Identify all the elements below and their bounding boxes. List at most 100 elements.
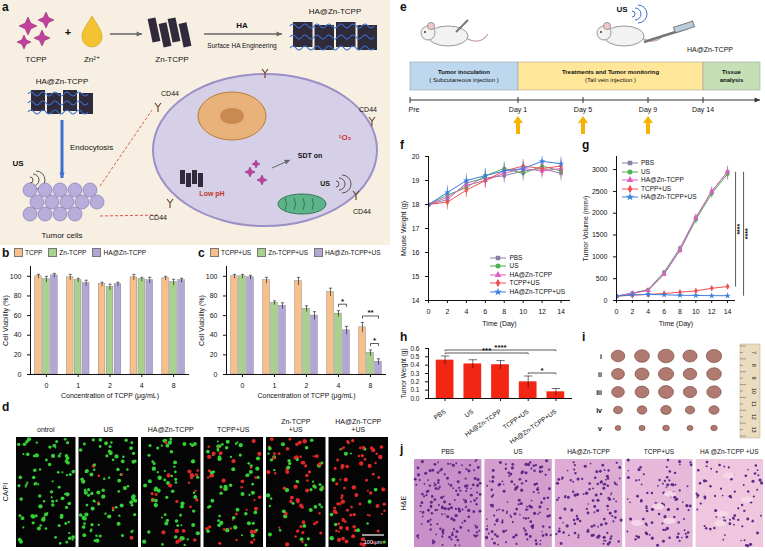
svg-text:Tumor Weight (g): Tumor Weight (g) [400, 348, 408, 398]
svg-text:*: * [540, 366, 544, 375]
svg-text:12: 12 [538, 308, 546, 315]
svg-text:*: * [373, 336, 377, 345]
svg-text:0.1: 0.1 [410, 386, 419, 393]
svg-text:HA@Zn-TCPP: HA@Zn-TCPP [309, 7, 362, 16]
svg-text:Day 5: Day 5 [574, 106, 592, 114]
svg-text:+US: +US [351, 426, 365, 433]
svg-text:Day 1: Day 1 [509, 106, 527, 114]
svg-text:Day 14: Day 14 [692, 106, 714, 114]
svg-text:16: 16 [412, 249, 420, 256]
svg-text:9: 9 [751, 377, 757, 380]
svg-text:CD44: CD44 [149, 214, 167, 221]
svg-text:1: 1 [76, 382, 80, 389]
svg-text:4: 4 [140, 382, 144, 389]
svg-text:0: 0 [44, 382, 48, 389]
svg-text:analysis: analysis [720, 77, 744, 83]
svg-text:12: 12 [708, 308, 716, 315]
svg-text:14: 14 [724, 308, 732, 315]
svg-text:ii: ii [598, 371, 602, 378]
svg-text:US: US [616, 5, 628, 14]
svg-text:ontrol: ontrol [37, 426, 55, 433]
svg-text:80: 80 [14, 292, 22, 299]
svg-text:Tumor cells: Tumor cells [41, 231, 82, 240]
svg-text:HA@Zn-TCPP+US: HA@Zn-TCPP+US [508, 407, 558, 445]
svg-text:18: 18 [412, 201, 420, 208]
svg-text:Surface HA Engineering: Surface HA Engineering [207, 42, 277, 50]
svg-text:60: 60 [14, 312, 22, 319]
svg-text:Tissue: Tissue [722, 69, 742, 75]
svg-text:0: 0 [241, 382, 245, 389]
svg-text:0.3: 0.3 [410, 370, 419, 377]
svg-text:CD44: CD44 [161, 90, 179, 97]
svg-text:v: v [598, 425, 602, 432]
svg-text:HA@Zn-TCPP: HA@Zn-TCPP [687, 46, 733, 53]
svg-text:US: US [514, 448, 524, 455]
svg-text:Zn-TCPP: Zn-TCPP [155, 55, 188, 64]
svg-text:Treatments and Tumor monitorin: Treatments and Tumor monitoring [562, 69, 660, 75]
svg-text:2: 2 [445, 308, 449, 315]
svg-text:0.2: 0.2 [410, 378, 419, 385]
svg-text:4: 4 [337, 382, 341, 389]
svg-text:US: US [320, 180, 330, 187]
svg-text:0.4: 0.4 [410, 361, 419, 368]
svg-text:(Tail vein injection ): (Tail vein injection ) [585, 77, 636, 83]
svg-text:HA@Zn-TCPP: HA@Zn-TCPP [335, 418, 381, 425]
svg-text:Tumor Volume (mm³): Tumor Volume (mm³) [582, 196, 590, 262]
svg-text:14: 14 [412, 297, 420, 304]
svg-text:Mouse Weight (g): Mouse Weight (g) [400, 201, 408, 256]
svg-text:14: 14 [557, 308, 565, 315]
svg-text:4: 4 [464, 308, 468, 315]
svg-text:0: 0 [18, 371, 22, 378]
svg-text:2: 2 [108, 382, 112, 389]
svg-text:4: 4 [646, 308, 650, 315]
svg-text:****: **** [736, 223, 743, 234]
svg-text:****: **** [494, 343, 507, 352]
svg-text:6: 6 [483, 308, 487, 315]
svg-text:6: 6 [662, 308, 666, 315]
svg-text:0: 0 [214, 371, 218, 378]
svg-text:Endocytosis: Endocytosis [70, 143, 113, 152]
svg-text:2000: 2000 [592, 209, 608, 216]
svg-text:Pre: Pre [409, 106, 420, 113]
svg-text:10: 10 [692, 308, 700, 315]
svg-text:100 μm: 100 μm [364, 539, 383, 545]
svg-text:HA: HA [236, 21, 248, 30]
svg-text:17: 17 [412, 225, 420, 232]
svg-text:10: 10 [751, 388, 757, 394]
svg-text:CA/PI: CA/PI [2, 483, 9, 501]
svg-text:100: 100 [206, 273, 218, 280]
svg-text:HA@Zn-TCPP: HA@Zn-TCPP [148, 426, 194, 433]
svg-text:( Subcutaneous injection ): ( Subcutaneous injection ) [429, 77, 498, 83]
svg-text:US: US [103, 426, 113, 433]
svg-text:1500: 1500 [592, 231, 608, 238]
svg-text:**: ** [367, 308, 374, 317]
svg-text:H&E: H&E [400, 495, 407, 510]
svg-text:10: 10 [519, 308, 527, 315]
svg-text:US: US [12, 159, 24, 168]
svg-text:8: 8 [751, 364, 757, 367]
svg-text:*: * [341, 297, 345, 306]
svg-text:500: 500 [596, 275, 608, 282]
svg-text:20: 20 [14, 351, 22, 358]
svg-text:HA@Zn-TCPP: HA@Zn-TCPP [463, 408, 502, 438]
svg-text:+: + [65, 26, 71, 38]
svg-text:iv: iv [596, 407, 602, 414]
svg-text:8: 8 [369, 382, 373, 389]
svg-text:Zn²⁺: Zn²⁺ [84, 55, 100, 64]
svg-text:i: i [600, 353, 602, 360]
svg-text:****: **** [744, 228, 751, 239]
svg-text:***: *** [482, 346, 492, 355]
svg-text:Tumor inoculation: Tumor inoculation [438, 69, 490, 75]
svg-text:1: 1 [273, 382, 277, 389]
svg-text:40: 40 [210, 331, 218, 338]
svg-text:7: 7 [751, 351, 757, 354]
svg-text:0: 0 [615, 308, 619, 315]
svg-text:13: 13 [751, 427, 757, 433]
svg-text:US: US [463, 407, 475, 418]
svg-text:Concentration of TCPP (μg/mL): Concentration of TCPP (μg/mL) [258, 392, 356, 400]
svg-text:Time (Day): Time (Day) [482, 320, 516, 328]
svg-text:HA@Zn-TCPP: HA@Zn-TCPP [36, 77, 89, 86]
svg-text:Cell Viability (%): Cell Viability (%) [2, 295, 10, 346]
svg-text:TCPP: TCPP [25, 55, 46, 64]
svg-text:8: 8 [678, 308, 682, 315]
